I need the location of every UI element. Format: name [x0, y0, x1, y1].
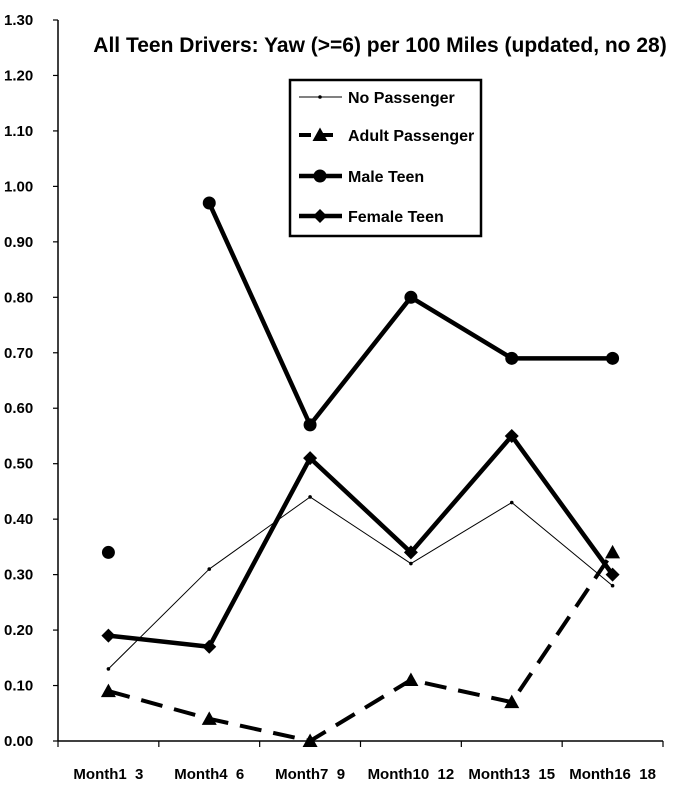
data-point — [207, 567, 212, 571]
legend-marker — [312, 127, 328, 141]
y-tick-label: 1.30 — [4, 12, 33, 29]
y-tick-label: 1.20 — [4, 67, 33, 84]
data-point — [504, 428, 519, 443]
series-adult-passenger — [100, 544, 621, 747]
legend-label: No Passenger — [348, 90, 455, 107]
data-point — [605, 544, 621, 559]
data-point — [302, 733, 318, 747]
y-tick-label: 0.40 — [4, 511, 33, 528]
data-point — [606, 351, 620, 365]
legend-box — [288, 78, 483, 238]
data-point — [101, 545, 115, 559]
legend-marker — [313, 209, 327, 223]
data-point — [403, 672, 419, 686]
x-tick-label: Month13 15 — [468, 766, 555, 783]
data-point — [404, 290, 418, 304]
y-tick-label: 0.80 — [4, 289, 33, 306]
y-axis-ticks: 0.00 0.10 0.20 0.30 0.40 0.50 0.60 0.70 0.80 0.90… — [4, 12, 58, 750]
data-point — [505, 351, 519, 365]
x-tick-label: Month10 12 — [368, 766, 455, 783]
x-tick-label: Month1 3 — [73, 766, 143, 783]
y-tick-label: 0.70 — [4, 345, 33, 362]
series-lines — [100, 196, 621, 747]
data-point — [201, 711, 217, 725]
series-female-teen — [101, 428, 620, 654]
data-point — [403, 545, 418, 560]
y-tick-label: 0.60 — [4, 400, 33, 417]
legend-label: Male Teen — [348, 169, 424, 186]
data-point — [308, 495, 312, 499]
legend-marker — [318, 95, 322, 99]
data-point — [610, 583, 615, 588]
data-point — [509, 500, 514, 505]
data-point — [605, 567, 620, 582]
series-line — [107, 551, 615, 743]
series-line — [108, 433, 615, 649]
data-point — [303, 451, 318, 466]
x-axis-ticks: Month1 3 Month4 6 Month7 9 Month10 12 Month1… — [57, 741, 664, 783]
x-tick-label: Month16 18 — [569, 766, 656, 783]
y-tick-label: 0.00 — [4, 733, 33, 750]
legend-label: Adult Passenger — [348, 128, 474, 145]
legend: No Passenger Adult Passenger Male Teen Fema… — [288, 78, 483, 238]
legend-label: Female Teen — [348, 209, 444, 226]
data-point — [202, 196, 216, 210]
data-point — [303, 418, 317, 432]
series-male-teen — [101, 196, 620, 559]
x-tick-label: Month7 9 — [275, 766, 345, 783]
data-point — [202, 639, 217, 654]
chart-title: All Teen Drivers: Yaw (>=6) per 100 Mile… — [93, 34, 666, 57]
y-tick-label: 0.30 — [4, 567, 33, 584]
data-point — [101, 628, 116, 643]
data-point — [100, 683, 116, 698]
series-line — [108, 496, 613, 670]
legend-marker — [313, 169, 327, 183]
y-tick-label: 0.10 — [4, 678, 33, 695]
data-point — [504, 694, 520, 709]
y-tick-label: 1.00 — [4, 178, 33, 195]
data-point — [106, 667, 111, 671]
x-tick-label: Month4 6 — [174, 766, 244, 783]
series-no-passenger — [106, 495, 615, 671]
y-tick-label: 0.50 — [4, 456, 33, 473]
y-tick-label: 1.10 — [4, 123, 33, 140]
y-tick-label: 0.90 — [4, 234, 33, 251]
y-tick-label: 0.20 — [4, 622, 33, 639]
data-point — [409, 561, 413, 566]
